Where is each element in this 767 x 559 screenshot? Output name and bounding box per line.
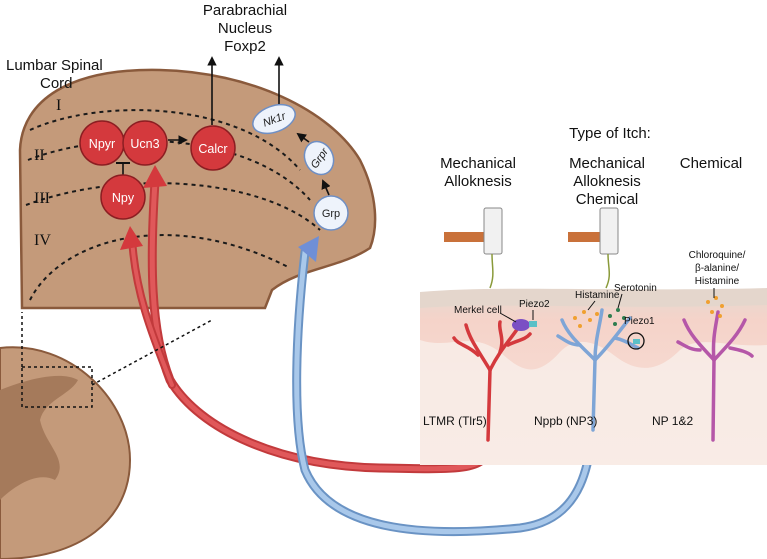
chemicals-label-1: Chloroquine/ — [689, 250, 746, 261]
nppb-neuron — [556, 308, 640, 432]
ucn3-label: Ucn3 — [130, 137, 159, 151]
ltmr-arrowhead-npy — [120, 226, 143, 250]
piezo1-cell — [627, 332, 645, 350]
np12-label: NP 1&2 — [652, 414, 693, 428]
parabrachial-label-3: Foxp2 — [224, 38, 266, 55]
grp-to-grpr-arrow — [321, 179, 331, 196]
nppb-arrowhead-grp — [298, 236, 319, 262]
merkel-cell — [512, 319, 530, 331]
npy-label: Npy — [112, 191, 135, 205]
ltmr-arrowhead-ucn3 — [143, 165, 167, 188]
lamina-II: II — [34, 147, 45, 164]
piezo2-label: Piezo2 — [519, 299, 550, 310]
spinal-cord-title-1: Lumbar Spinal — [6, 57, 103, 74]
piezo1-channel — [633, 339, 640, 344]
lamina-I: I — [56, 97, 61, 114]
ltmr-neuron — [452, 320, 532, 442]
ucn3-node — [122, 120, 168, 166]
chemicals-label-2: β-alanine/ — [695, 263, 739, 274]
itch-col1-line2: Alloknesis — [444, 173, 512, 190]
zoom-box — [21, 366, 93, 408]
itch-col2-line3: Chemical — [576, 191, 639, 208]
lamina-boundaries — [25, 109, 321, 301]
serotonin-pointer — [617, 293, 623, 309]
mechanical-probe-right — [568, 207, 619, 289]
nk1r-node — [252, 103, 296, 135]
piezo2-channel — [529, 321, 537, 327]
parabrachial-label-1: Parabrachial — [203, 2, 287, 19]
itch-col3-line1: Chemical — [680, 155, 743, 172]
grey-matter — [0, 375, 78, 500]
spinal-cord-title-2: Cord — [40, 75, 73, 92]
ltmr-label: LTMR (Tlr5) — [423, 414, 487, 428]
chemicals-label-3: Histamine — [695, 276, 740, 287]
merkel-pointer — [499, 312, 517, 323]
skin-surface — [420, 288, 767, 308]
zoom-line-right — [91, 319, 213, 386]
calcr-node — [190, 125, 236, 171]
histamine-pointer — [587, 300, 596, 311]
dorsal-horn-shape — [18, 68, 377, 310]
mechanical-probe-left — [444, 207, 503, 289]
np12-neuron — [676, 310, 754, 442]
lamina-III: III — [34, 190, 50, 207]
merkel-cell-label: Merkel cell — [454, 305, 502, 316]
serotonin-dots — [608, 308, 626, 326]
itch-col2-line2: Alloknesis — [573, 173, 641, 190]
chemical-dots — [706, 296, 724, 318]
npyr-label: Npyr — [89, 137, 115, 151]
itch-col2-line1: Mechanical — [569, 155, 645, 172]
npy-node — [100, 174, 146, 220]
grp-label: Grp — [322, 208, 340, 220]
parabrachial-label-2: Nucleus — [218, 20, 272, 37]
itch-col1-line1: Mechanical — [440, 155, 516, 172]
itch-header: Type of Itch: — [569, 125, 651, 142]
lamina-IV: IV — [34, 232, 51, 249]
grpr-to-nk1r-arrow — [296, 132, 310, 143]
calcr-label: Calcr — [198, 142, 227, 156]
nppb-label: Nppb (NP3) — [534, 414, 597, 428]
grpr-node — [303, 140, 335, 176]
histamine-dots — [573, 310, 599, 328]
serotonin-label: Serotonin — [614, 283, 657, 294]
histamine-label: Histamine — [575, 290, 620, 301]
piezo1-label: Piezo1 — [624, 316, 655, 327]
grp-node — [313, 195, 349, 231]
